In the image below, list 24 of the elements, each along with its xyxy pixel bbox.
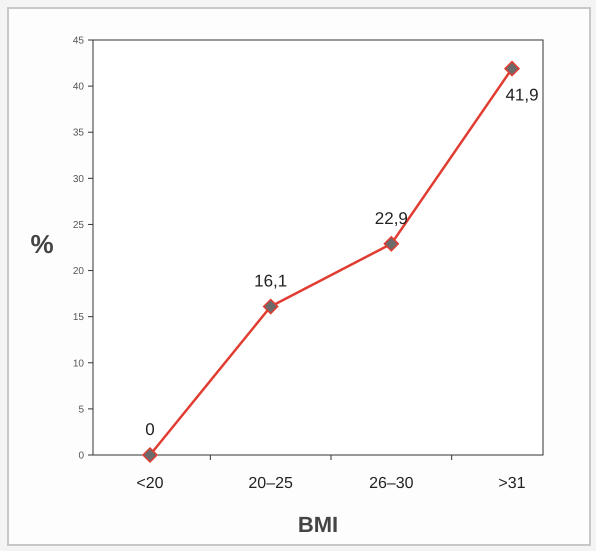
y-tick-label: 10 [72, 358, 84, 370]
x-tick-label: >31 [498, 475, 526, 492]
data-label: 22,9 [374, 208, 408, 228]
data-label: 0 [145, 420, 155, 439]
y-tick-label: 15 [72, 312, 84, 324]
data-label: 41,9 [505, 86, 539, 105]
y-axis-title: % [30, 229, 54, 259]
point [384, 236, 400, 252]
y-tick-label: 5 [78, 404, 84, 416]
data-label: 16,1 [254, 272, 288, 291]
x-axis-title: BMI [298, 512, 338, 537]
x-tick-label: <20 [136, 475, 164, 492]
y-tick-label: 35 [72, 128, 84, 139]
point [504, 60, 520, 76]
y-tick-label: 40 [72, 82, 84, 93]
x-tick-label: 20–25 [248, 475, 294, 492]
y-tick-label: 25 [72, 220, 84, 231]
y-tick-label: 20 [72, 266, 84, 278]
point [262, 298, 278, 314]
y-tick-label: 45 [72, 36, 84, 46]
point [142, 447, 158, 463]
x-tick-label: 26–30 [369, 475, 414, 492]
y-tick-label: 0 [78, 450, 84, 462]
y-tick-label: 30 [72, 174, 84, 185]
